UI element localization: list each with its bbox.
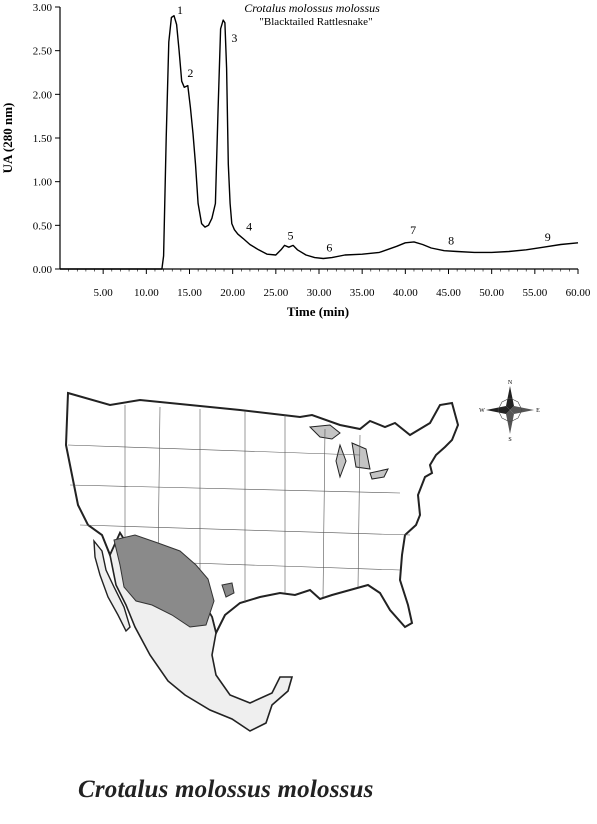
x-tick-label: 35.00	[350, 287, 375, 299]
x-tick-label: 15.00	[177, 287, 202, 299]
peak-label: 8	[448, 234, 454, 248]
peak-label: 1	[177, 3, 183, 17]
great-lakes	[308, 424, 389, 480]
y-tick-label: 2.00	[33, 89, 53, 101]
y-tick-label: 2.50	[33, 46, 53, 58]
peak-label: 3	[231, 31, 237, 45]
y-tick-label: 1.50	[33, 133, 53, 145]
peak-label: 7	[410, 223, 416, 237]
x-tick-label: 5.00	[94, 287, 114, 299]
peak-label: 9	[545, 230, 551, 244]
compass-east: E	[536, 408, 540, 414]
peak-label: 4	[246, 220, 252, 234]
chromatogram-trace	[60, 14, 579, 270]
compass-south: S	[508, 437, 511, 443]
x-tick-label: 40.00	[393, 287, 418, 299]
compass-rose-icon: N W E S	[479, 380, 540, 443]
y-axis-title: UA (280 nm)	[0, 103, 15, 174]
y-tick-label: 0.00	[33, 264, 53, 276]
x-tick-label: 50.00	[479, 287, 504, 299]
chart-title: Crotalus molossus molossus	[244, 1, 380, 15]
species-range	[113, 534, 215, 628]
map-caption: Crotalus molossus molossus	[0, 776, 597, 804]
x-tick-label: 60.00	[566, 287, 591, 299]
x-tick-label: 30.00	[307, 287, 332, 299]
peak-label: 6	[326, 241, 332, 255]
y-tick-label: 0.50	[33, 220, 53, 232]
state-borders	[67, 405, 411, 603]
chart-subtitle: "Blacktailed Rattlesnake"	[259, 16, 372, 28]
x-axis-title: Time (min)	[287, 304, 349, 319]
species-range-outlier	[221, 582, 235, 598]
baja-california	[93, 538, 131, 633]
species-name: Crotalus molossus molossus	[78, 776, 374, 803]
y-tick-label: 1.00	[33, 177, 53, 189]
x-tick-label: 10.00	[134, 287, 159, 299]
peak-label: 5	[288, 228, 294, 242]
x-tick-label: 45.00	[436, 287, 461, 299]
y-tick-label: 3.00	[33, 2, 53, 14]
distribution-map: N W E S	[64, 380, 540, 732]
plot-area: 5.00 10.00 15.00 20.00 25.00 30.00 35.00 40.00 4…	[33, 2, 591, 299]
x-tick-label: 25.00	[263, 287, 288, 299]
x-tick-label: 20.00	[220, 287, 245, 299]
chromatogram-chart: Crotalus molossus molossus "Blacktailed …	[0, 1, 591, 319]
peak-label: 2	[187, 66, 193, 80]
compass-west: W	[479, 408, 485, 414]
compass-north: N	[508, 380, 513, 386]
x-tick-label: 55.00	[522, 287, 547, 299]
